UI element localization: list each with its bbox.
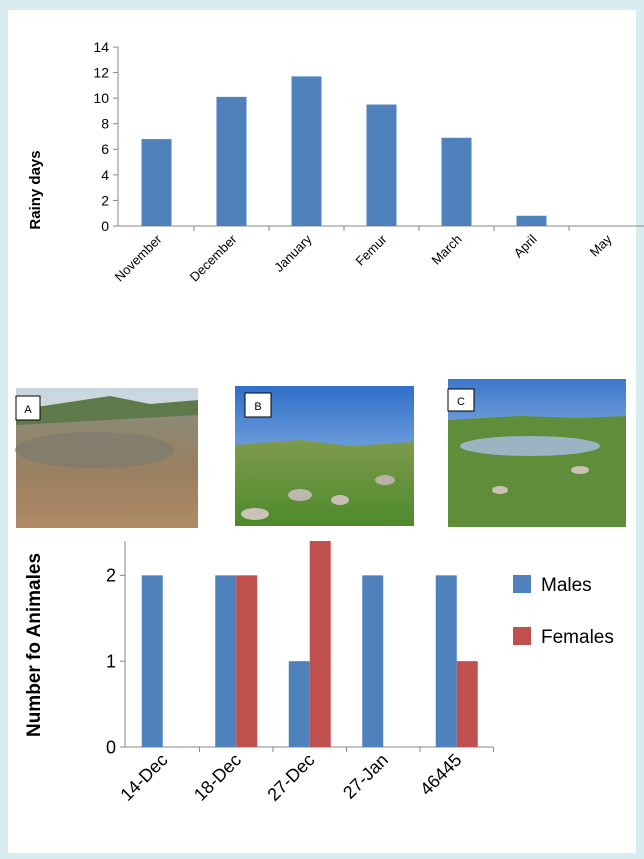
y-tick-label: 14 <box>93 39 109 55</box>
legend-label: Males <box>541 575 592 596</box>
bar <box>435 575 457 747</box>
bar <box>516 215 547 226</box>
legend-swatch <box>513 575 531 593</box>
y-tick-label: 10 <box>93 90 109 106</box>
bar <box>309 541 331 747</box>
bar <box>456 661 478 747</box>
photo-label: A <box>24 404 32 416</box>
bar <box>141 139 172 226</box>
photo-label: B <box>254 401 261 413</box>
bar <box>288 661 310 747</box>
y-tick-label: 2 <box>101 192 109 208</box>
y-tick-label: 6 <box>101 141 109 157</box>
y-tick-label: 2 <box>106 566 116 586</box>
legend-label: Females <box>541 627 614 648</box>
y-tick-label: 12 <box>93 64 109 80</box>
bar <box>216 96 247 226</box>
bar <box>362 575 384 747</box>
y-axis-label: Number fo Animales <box>24 553 45 737</box>
bar <box>215 575 237 747</box>
y-tick-label: 0 <box>101 218 109 234</box>
bar <box>236 575 258 747</box>
y-axis-label: Rainy days <box>27 150 44 229</box>
bar <box>366 104 397 226</box>
bar <box>441 137 472 226</box>
photo-c <box>447 379 626 527</box>
photo-b <box>235 386 414 526</box>
bar <box>141 575 163 747</box>
y-tick-label: 1 <box>106 651 116 671</box>
photo-label: C <box>457 396 465 408</box>
bar <box>291 76 322 227</box>
photo-a <box>15 388 198 528</box>
y-tick-label: 0 <box>106 737 116 757</box>
y-tick-label: 8 <box>101 116 109 132</box>
legend-swatch <box>513 627 531 645</box>
y-tick-label: 4 <box>101 167 109 183</box>
